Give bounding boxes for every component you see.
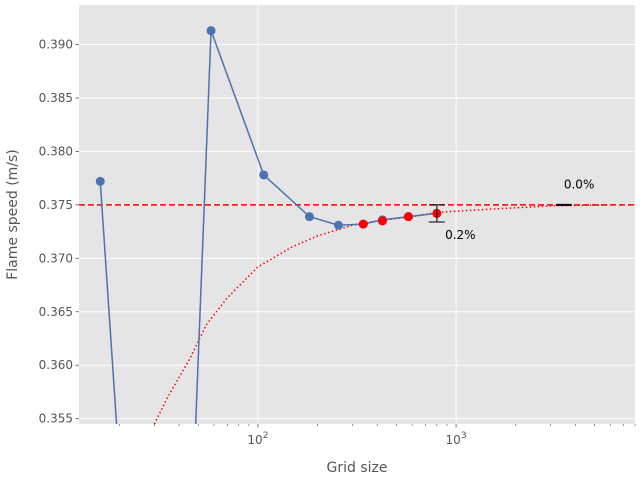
y-tick-label: 0.380 — [39, 144, 73, 158]
series-point — [206, 26, 216, 36]
y-axis-label: Flame speed (m/s) — [5, 149, 21, 280]
highlighted-point — [358, 219, 368, 229]
grid-lines — [79, 5, 635, 424]
series-point — [333, 220, 343, 230]
overlay: 0.2% 0.0% — [428, 178, 595, 242]
highlighted-point — [403, 212, 413, 222]
y-tick-label: 0.370 — [39, 251, 73, 265]
x-axis-label: Grid size — [327, 460, 388, 476]
y-tick-label: 0.390 — [39, 38, 73, 52]
plot-area — [79, 5, 635, 424]
fit-curve — [153, 204, 611, 424]
series-point — [95, 176, 105, 186]
y-tick-label: 0.355 — [39, 412, 73, 426]
annotation: 0.0% — [564, 178, 595, 192]
y-tick-label: 0.385 — [39, 91, 73, 105]
axis-ticks: 0.355 0.360 0.365 0.370 0.375 0.380 0.385 0.390… — [39, 38, 636, 447]
annotation: 0.2% — [445, 228, 476, 242]
series-point — [304, 212, 314, 222]
y-tick-label: 0.375 — [39, 198, 73, 212]
series-point — [259, 170, 269, 180]
x-tick-label: 102 — [247, 431, 268, 447]
y-tick-label: 0.365 — [39, 305, 73, 319]
y-tick-label: 0.360 — [39, 358, 73, 372]
plot-content — [79, 26, 635, 424]
x-tick-label: 103 — [446, 431, 467, 447]
highlighted-point — [377, 216, 387, 226]
